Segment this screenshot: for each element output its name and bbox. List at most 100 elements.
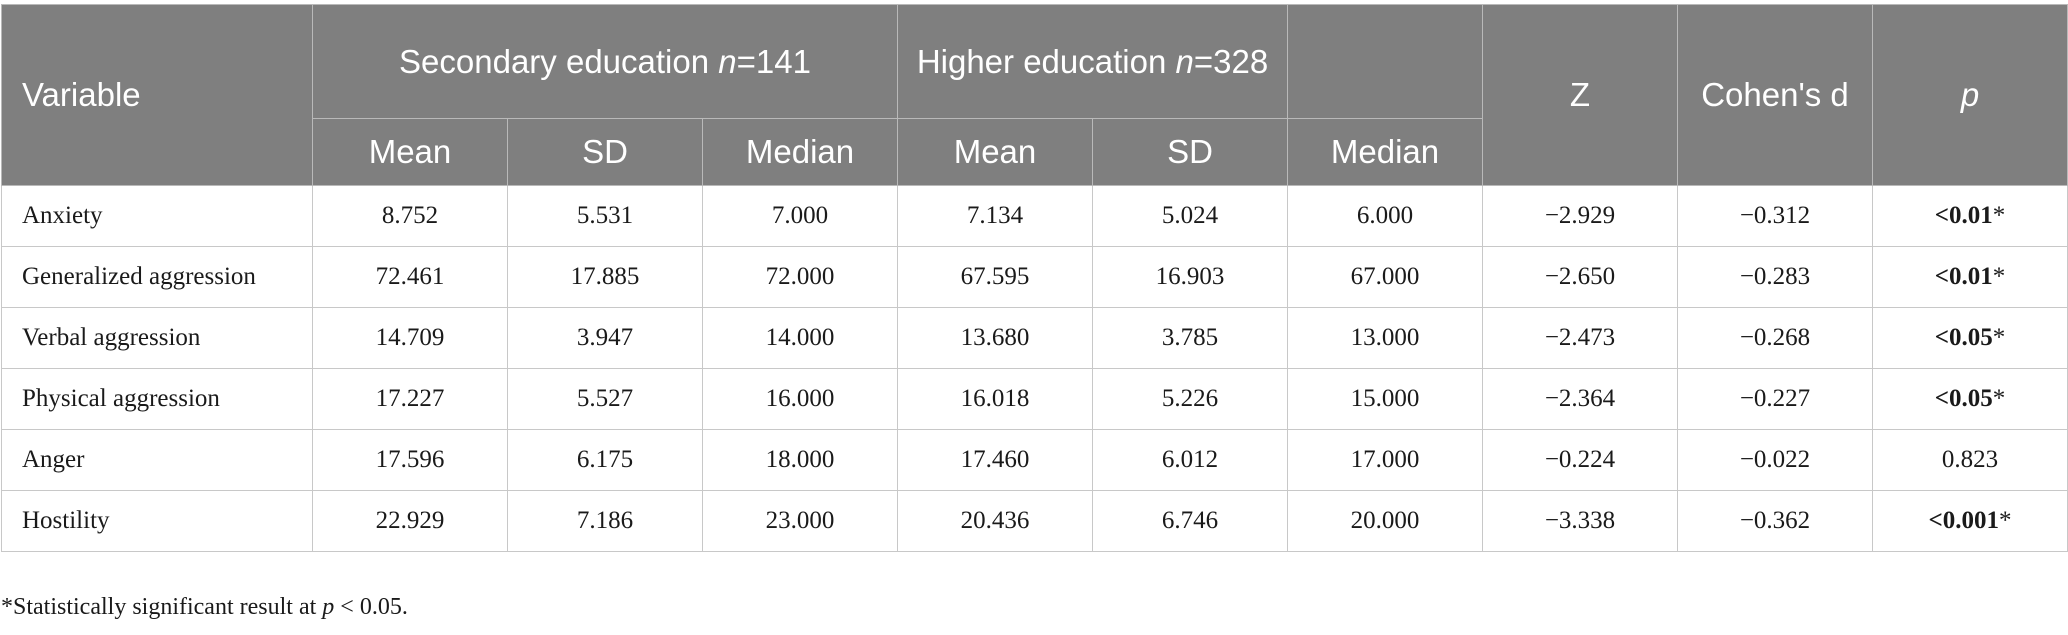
variable-cell: Anxiety bbox=[1, 185, 313, 247]
value-cell: 5.527 bbox=[507, 368, 703, 430]
value-cell: −0.268 bbox=[1677, 307, 1873, 369]
footnote: *Statistically significant result at p <… bbox=[1, 594, 408, 621]
value-cell: 7.134 bbox=[897, 185, 1093, 247]
value-cell: −0.227 bbox=[1677, 368, 1873, 430]
value-cell: 67.595 bbox=[897, 246, 1093, 308]
text-part: < 0.05. bbox=[334, 594, 408, 620]
value-cell: −2.650 bbox=[1482, 246, 1678, 308]
table-row: Generalized aggression 72.461 17.885 72.000… bbox=[1, 246, 2068, 308]
empty-header bbox=[1287, 4, 1483, 119]
value-cell: 6.012 bbox=[1092, 429, 1288, 491]
value-cell: −3.338 bbox=[1482, 490, 1678, 552]
group-header: Secondary education n=141 bbox=[312, 4, 898, 119]
p-value: <0.05 bbox=[1934, 324, 1993, 351]
p-value-cell: <0.001* bbox=[1872, 490, 2068, 552]
value-cell: −0.224 bbox=[1482, 429, 1678, 491]
significance-mark: * bbox=[1992, 202, 2006, 229]
p-value: <0.01 bbox=[1934, 202, 1993, 229]
value-cell: 17.000 bbox=[1287, 429, 1483, 491]
variable-cell: Hostility bbox=[1, 490, 313, 552]
variable-cell: Physical aggression bbox=[1, 368, 313, 430]
value-cell: 16.903 bbox=[1092, 246, 1288, 308]
value-cell: −2.929 bbox=[1482, 185, 1678, 247]
significance-mark: * bbox=[1992, 324, 2006, 351]
results-table: Variable Secondary education n=141 Higher … bbox=[1, 4, 2068, 552]
value-cell: 17.460 bbox=[897, 429, 1093, 491]
value-cell: −0.283 bbox=[1677, 246, 1873, 308]
significance-mark: * bbox=[1992, 385, 2006, 412]
header-cell: p bbox=[1872, 4, 2068, 186]
text-part: Higher education bbox=[916, 42, 1176, 80]
value-cell: 72.461 bbox=[312, 246, 508, 308]
value-cell: −0.312 bbox=[1677, 185, 1873, 247]
variable-cell: Verbal aggression bbox=[1, 307, 313, 369]
header-row: Mean SD Median Mean SD Median bbox=[2, 118, 2068, 186]
value-cell: 22.929 bbox=[312, 490, 508, 552]
table-row: Anxiety 8.752 5.531 7.000 7.134 5.024 6.000 −2.… bbox=[1, 185, 2068, 247]
table-header: Variable Secondary education n=141 Higher … bbox=[1, 4, 2068, 186]
text-part: *Statistically significant result at bbox=[1, 594, 323, 620]
text-part: p bbox=[322, 594, 335, 620]
value-cell: 17.885 bbox=[507, 246, 703, 308]
value-cell: 14.709 bbox=[312, 307, 508, 369]
p-value: <0.001 bbox=[1928, 507, 2000, 534]
value-cell: 16.018 bbox=[897, 368, 1093, 430]
text-part: n bbox=[1175, 42, 1194, 80]
value-cell: 7.186 bbox=[507, 490, 703, 552]
subcolumn-header: Median bbox=[1287, 118, 1483, 186]
p-value: <0.01 bbox=[1934, 263, 1993, 290]
significance-mark: * bbox=[1992, 263, 2006, 290]
header-row: Variable Secondary education n=141 Higher … bbox=[1, 4, 2068, 186]
p-value-cell: <0.01* bbox=[1872, 246, 2068, 308]
subcolumn-header: Mean bbox=[897, 118, 1093, 186]
value-cell: 6.746 bbox=[1092, 490, 1288, 552]
variable-cell: Generalized aggression bbox=[1, 246, 313, 308]
value-cell: 13.680 bbox=[897, 307, 1093, 369]
variable-cell: Anger bbox=[1, 429, 313, 491]
subcolumn-header: SD bbox=[1092, 118, 1288, 186]
value-cell: 3.785 bbox=[1092, 307, 1288, 369]
subcolumn-header: Mean bbox=[312, 118, 508, 186]
value-cell: 20.436 bbox=[897, 490, 1093, 552]
text-part: =141 bbox=[736, 42, 811, 80]
value-cell: 67.000 bbox=[1287, 246, 1483, 308]
value-cell: 20.000 bbox=[1287, 490, 1483, 552]
value-cell: −2.473 bbox=[1482, 307, 1678, 369]
value-cell: −0.022 bbox=[1677, 429, 1873, 491]
value-cell: −2.364 bbox=[1482, 368, 1678, 430]
p-value-cell: 0.823 bbox=[1872, 429, 2068, 491]
p-value-cell: <0.01* bbox=[1872, 185, 2068, 247]
value-cell: 72.000 bbox=[702, 246, 898, 308]
header-cell: Variable bbox=[1, 4, 313, 186]
value-cell: 5.531 bbox=[507, 185, 703, 247]
p-value-cell: <0.05* bbox=[1872, 307, 2068, 369]
table-row: Verbal aggression 14.709 3.947 14.000 13.680… bbox=[1, 307, 2068, 369]
value-cell: 5.226 bbox=[1092, 368, 1288, 430]
value-cell: 16.000 bbox=[702, 368, 898, 430]
table-row: Anger 17.596 6.175 18.000 17.460 6.012 17.000−… bbox=[1, 429, 2068, 491]
group-header: Higher education n=328 bbox=[897, 4, 1288, 119]
table-row: Physical aggression 17.227 5.527 16.000 16.0… bbox=[1, 368, 2068, 430]
value-cell: 23.000 bbox=[702, 490, 898, 552]
text-part: Secondary education bbox=[399, 42, 719, 80]
value-cell: 14.000 bbox=[702, 307, 898, 369]
table-wrapper: Variable Secondary education n=141 Higher … bbox=[1, 4, 2068, 552]
value-cell: 3.947 bbox=[507, 307, 703, 369]
value-cell: 5.024 bbox=[1092, 185, 1288, 247]
value-cell: 15.000 bbox=[1287, 368, 1483, 430]
text-part: p bbox=[1960, 76, 1980, 113]
value-cell: 18.000 bbox=[702, 429, 898, 491]
header-cell: Cohen's d bbox=[1677, 4, 1873, 186]
text-part: n bbox=[718, 42, 737, 80]
p-value-cell: <0.05* bbox=[1872, 368, 2068, 430]
text-part: =328 bbox=[1193, 42, 1269, 80]
value-cell: −0.362 bbox=[1677, 490, 1873, 552]
value-cell: 13.000 bbox=[1287, 307, 1483, 369]
p-value: <0.05 bbox=[1934, 385, 1993, 412]
significance-mark: * bbox=[1999, 507, 2012, 534]
value-cell: 17.227 bbox=[312, 368, 508, 430]
subcolumn-header: Median bbox=[702, 118, 898, 186]
p-value: 0.823 bbox=[1941, 446, 1999, 473]
table-row: Hostility 22.929 7.186 23.000 20.436 6.746 20.… bbox=[1, 490, 2068, 552]
